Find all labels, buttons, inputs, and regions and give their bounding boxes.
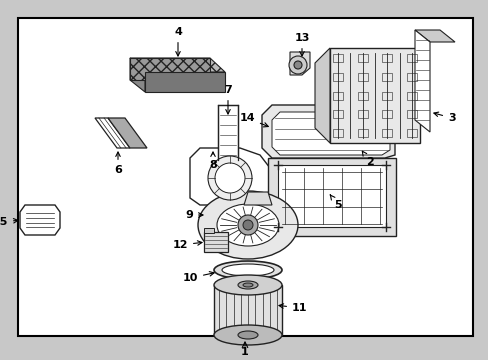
Polygon shape (108, 118, 147, 148)
Text: 10: 10 (182, 272, 214, 283)
Text: 9: 9 (185, 210, 203, 220)
Bar (406, 129, 416, 137)
Polygon shape (190, 148, 269, 205)
Text: 1: 1 (241, 347, 248, 357)
Circle shape (215, 163, 244, 193)
Polygon shape (20, 205, 60, 235)
Polygon shape (145, 72, 224, 92)
Bar (203, 228, 214, 233)
Ellipse shape (214, 325, 282, 345)
Bar (18, 18, 472, 336)
Polygon shape (95, 118, 130, 148)
Text: 12: 12 (172, 240, 202, 250)
Bar (357, 54, 367, 62)
Bar (382, 54, 391, 62)
Ellipse shape (198, 191, 297, 259)
Bar (382, 110, 391, 118)
Bar (329, 48, 419, 143)
Bar (357, 129, 367, 137)
Bar (242, 276, 253, 284)
Text: 7: 7 (224, 85, 231, 114)
Bar (332, 110, 342, 118)
Polygon shape (289, 52, 309, 75)
Bar (357, 110, 367, 118)
Bar (382, 91, 391, 99)
Polygon shape (314, 48, 329, 143)
Circle shape (238, 215, 258, 235)
Polygon shape (130, 58, 224, 72)
Bar (382, 73, 391, 81)
Circle shape (293, 61, 302, 69)
Circle shape (288, 56, 306, 74)
Text: 13: 13 (294, 33, 309, 56)
Polygon shape (130, 58, 145, 92)
Text: 11: 11 (279, 303, 307, 313)
Bar (218, 105, 238, 160)
Text: 3: 3 (433, 112, 455, 123)
Ellipse shape (217, 204, 279, 246)
Polygon shape (414, 30, 454, 42)
Bar (357, 91, 367, 99)
Ellipse shape (238, 331, 258, 339)
Polygon shape (130, 58, 209, 80)
Text: 8: 8 (209, 152, 217, 170)
Polygon shape (244, 192, 271, 205)
Bar (406, 91, 416, 99)
Bar (214, 285, 282, 335)
Ellipse shape (214, 261, 282, 279)
Bar (278, 165, 385, 227)
Bar (203, 232, 227, 252)
Bar (406, 110, 416, 118)
Ellipse shape (238, 281, 258, 289)
Bar (332, 129, 342, 137)
Text: 5: 5 (329, 195, 341, 210)
Bar (406, 73, 416, 81)
Text: 2: 2 (362, 151, 373, 167)
Text: 15: 15 (0, 217, 18, 227)
Text: 6: 6 (114, 152, 122, 175)
Bar (332, 54, 342, 62)
Bar (406, 54, 416, 62)
Polygon shape (414, 30, 429, 132)
Bar (267, 158, 395, 236)
Ellipse shape (222, 264, 273, 276)
Polygon shape (271, 112, 389, 155)
Bar (332, 91, 342, 99)
Circle shape (207, 156, 251, 200)
Bar (382, 129, 391, 137)
Circle shape (243, 220, 252, 230)
Ellipse shape (214, 275, 282, 295)
Ellipse shape (243, 283, 252, 287)
Bar (357, 73, 367, 81)
Text: 4: 4 (174, 27, 182, 56)
Text: 14: 14 (239, 113, 268, 127)
Polygon shape (262, 105, 394, 158)
Bar (332, 73, 342, 81)
